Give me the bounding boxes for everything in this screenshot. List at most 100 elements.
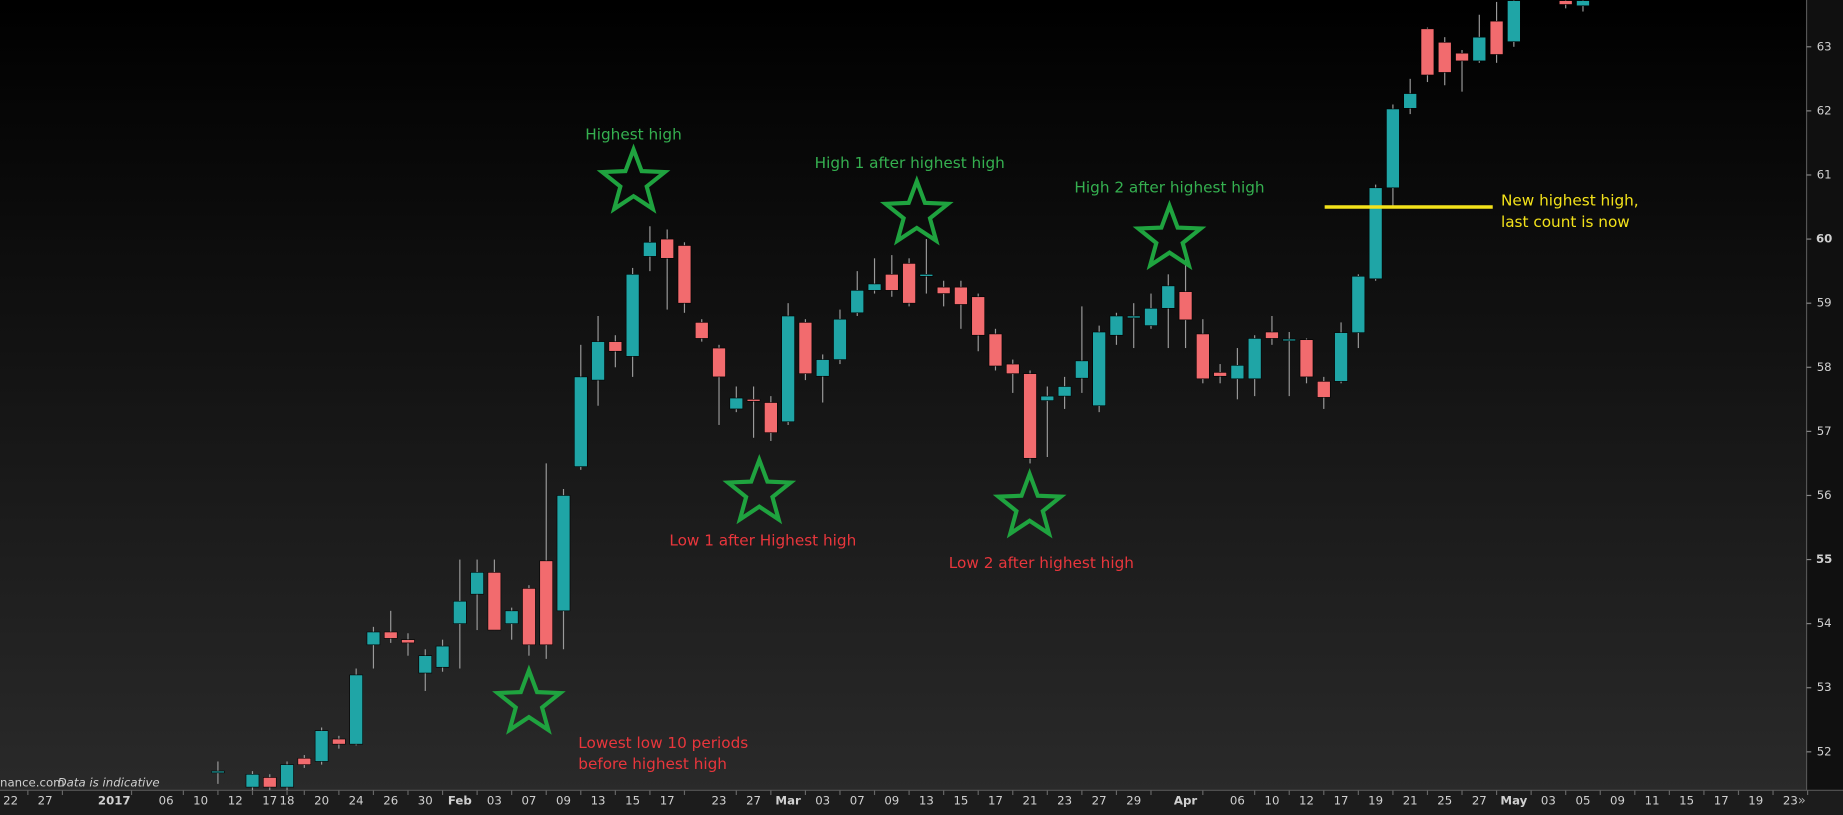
candle-body bbox=[1489, 20, 1504, 55]
star-marker bbox=[596, 143, 671, 214]
annotation-text: High 1 after highest high bbox=[815, 154, 1005, 172]
x-tick-label: 23 bbox=[712, 793, 727, 807]
candle-body bbox=[332, 738, 346, 745]
x-tick-label: 26 bbox=[383, 793, 398, 807]
x-tick-label: 15 bbox=[625, 793, 640, 807]
candle-body bbox=[1455, 52, 1469, 62]
candle-body bbox=[1213, 372, 1227, 377]
candle-body bbox=[349, 674, 363, 745]
candle-body bbox=[1109, 315, 1124, 336]
candle-body bbox=[383, 631, 398, 639]
candle-body bbox=[1351, 275, 1366, 333]
candle-body bbox=[556, 495, 571, 612]
x-tick-label: 17 bbox=[1334, 793, 1349, 807]
x-tick-label: 10 bbox=[193, 793, 208, 807]
y-tick-label: 61 bbox=[1817, 167, 1832, 181]
candle-body bbox=[1472, 36, 1487, 62]
x-tick-label: 29 bbox=[1126, 793, 1141, 807]
scroll-icon[interactable]: » bbox=[1798, 793, 1806, 808]
x-tick-label: 05 bbox=[1575, 793, 1590, 807]
candle-body bbox=[1144, 308, 1158, 326]
x-tick-label: 09 bbox=[1610, 793, 1625, 807]
x-tick-label: 07 bbox=[521, 793, 536, 807]
candle-body bbox=[625, 274, 640, 357]
x-tick-label: 09 bbox=[884, 793, 899, 807]
candle-body bbox=[936, 286, 951, 294]
x-tick-label: 19 bbox=[1748, 793, 1763, 807]
x-tick-label: 09 bbox=[556, 793, 571, 807]
candle-body bbox=[1558, 0, 1573, 5]
star-marker bbox=[1132, 199, 1207, 271]
candle-body bbox=[815, 359, 830, 377]
candle-body bbox=[1576, 0, 1590, 7]
candle-body bbox=[1265, 331, 1279, 339]
annotation-text: Low 1 after Highest high bbox=[669, 531, 856, 549]
x-tick-label: 03 bbox=[1541, 793, 1556, 807]
candle-body bbox=[712, 347, 726, 378]
x-tick-label: 03 bbox=[487, 793, 502, 807]
candle-body bbox=[1299, 339, 1314, 378]
candle-body bbox=[781, 315, 795, 423]
candle-body bbox=[1230, 365, 1245, 380]
candle-body bbox=[1403, 93, 1417, 109]
candle-body bbox=[1386, 108, 1400, 189]
candle-body bbox=[1057, 386, 1072, 397]
candle-body bbox=[1006, 363, 1020, 374]
candle-body bbox=[885, 274, 899, 291]
candle-body bbox=[1075, 360, 1089, 379]
candle-body bbox=[435, 645, 450, 668]
y-tick-label: 62 bbox=[1817, 103, 1832, 117]
candle-body bbox=[366, 631, 381, 646]
star-marker bbox=[492, 664, 566, 735]
y-tick-label: 63 bbox=[1817, 39, 1832, 53]
x-tick-label: May bbox=[1500, 793, 1527, 807]
candle-body bbox=[746, 399, 761, 402]
candle-body bbox=[1023, 373, 1037, 459]
candle-body bbox=[401, 639, 415, 644]
candle-body bbox=[1420, 28, 1435, 76]
annotation-text: New highest high, bbox=[1501, 192, 1639, 210]
x-tick-label: Feb bbox=[448, 793, 472, 807]
x-tick-label: 19 bbox=[1368, 793, 1383, 807]
candle-body bbox=[1317, 381, 1331, 398]
x-tick-label: 23 bbox=[1057, 793, 1072, 807]
x-tick-label: 12 bbox=[1299, 793, 1314, 807]
x-tick-label: 06 bbox=[159, 793, 174, 807]
x-tick-label: Mar bbox=[775, 793, 801, 807]
x-tick-label: 21 bbox=[1023, 793, 1038, 807]
candle-body bbox=[539, 560, 553, 646]
candle-body bbox=[850, 290, 865, 314]
x-tick-label: Apr bbox=[1174, 793, 1197, 807]
x-tick-label: 12 bbox=[228, 793, 243, 807]
x-tick-label: 30 bbox=[418, 793, 433, 807]
candle-body bbox=[1368, 187, 1383, 280]
candle-body bbox=[245, 773, 260, 788]
candle-body bbox=[263, 777, 277, 788]
x-tick-label: 17 bbox=[262, 793, 277, 807]
x-tick-label: 21 bbox=[1403, 793, 1418, 807]
source-text: nance.com bbox=[0, 776, 65, 790]
x-tick-label: 03 bbox=[815, 793, 830, 807]
candle-body bbox=[1092, 331, 1106, 407]
y-tick-label: 60 bbox=[1816, 232, 1832, 246]
x-axis-panel bbox=[0, 790, 1843, 815]
x-tick-label: 25 bbox=[1437, 793, 1452, 807]
x-tick-label: 13 bbox=[919, 793, 934, 807]
candle-body bbox=[1437, 42, 1452, 73]
candle-body bbox=[574, 376, 588, 467]
x-tick-label: 27 bbox=[1472, 793, 1487, 807]
candle-body bbox=[280, 764, 294, 788]
candle-body bbox=[522, 588, 536, 646]
candle-body bbox=[297, 757, 312, 765]
candle-body bbox=[988, 333, 1003, 367]
x-tick-label: 27 bbox=[1092, 793, 1107, 807]
x-tick-label: 15 bbox=[953, 793, 968, 807]
candle-body bbox=[1040, 395, 1055, 401]
y-tick-label: 53 bbox=[1817, 680, 1832, 694]
annotation-text: Highest high bbox=[585, 126, 682, 144]
candle-body bbox=[677, 245, 692, 304]
candles bbox=[211, 0, 1590, 791]
